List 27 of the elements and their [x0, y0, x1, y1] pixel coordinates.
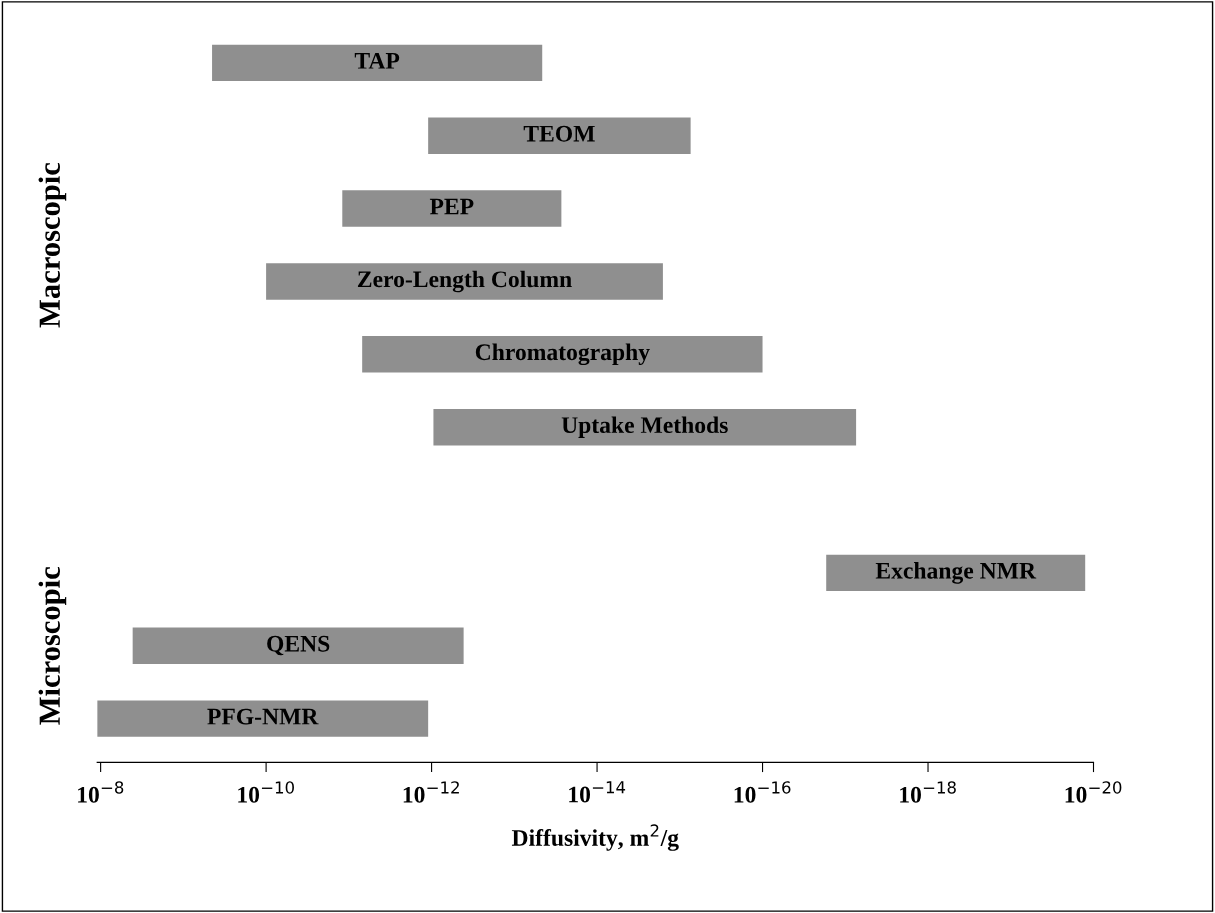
y-tick-label: TEOM	[523, 125, 595, 142]
y-tick-label: TAP	[354, 52, 400, 69]
bar	[266, 263, 663, 300]
bar	[362, 336, 763, 373]
y-tick-label: Exchange NMR	[875, 562, 1037, 584]
bar	[433, 408, 857, 446]
x-tick-label: 10$^{−14}$	[569, 781, 626, 803]
y-tick-label: QENS	[267, 635, 330, 656]
text: Macroscopic	[38, 162, 67, 328]
x-tick-label: 10$^{−12}$	[403, 781, 459, 803]
x-axis-title: Diffusivity, m$^{2}$/g	[511, 824, 679, 851]
y-tick-label: PFG-NMR	[207, 708, 319, 725]
bar	[428, 117, 691, 154]
y-tick-label: PEP	[429, 198, 474, 215]
bar	[97, 700, 429, 737]
bar	[132, 627, 464, 664]
y-tick-label: Zero-Length Column	[357, 270, 572, 293]
x-tick-label: 10$^{−8}$	[78, 781, 124, 803]
y-tick-label: Chromatography	[475, 343, 650, 366]
bar	[342, 190, 562, 227]
y-tick-label: Uptake Methods	[561, 416, 728, 438]
x-tick-label: 10$^{−20}$	[1065, 781, 1122, 803]
bar	[212, 44, 543, 82]
x-tick-label: 10$^{−18}$	[900, 781, 956, 803]
x-tick-label: 10$^{−16}$	[734, 781, 791, 803]
x-tick-label: 10$^{−10}$	[238, 781, 294, 803]
text: Microscopic	[38, 567, 67, 725]
